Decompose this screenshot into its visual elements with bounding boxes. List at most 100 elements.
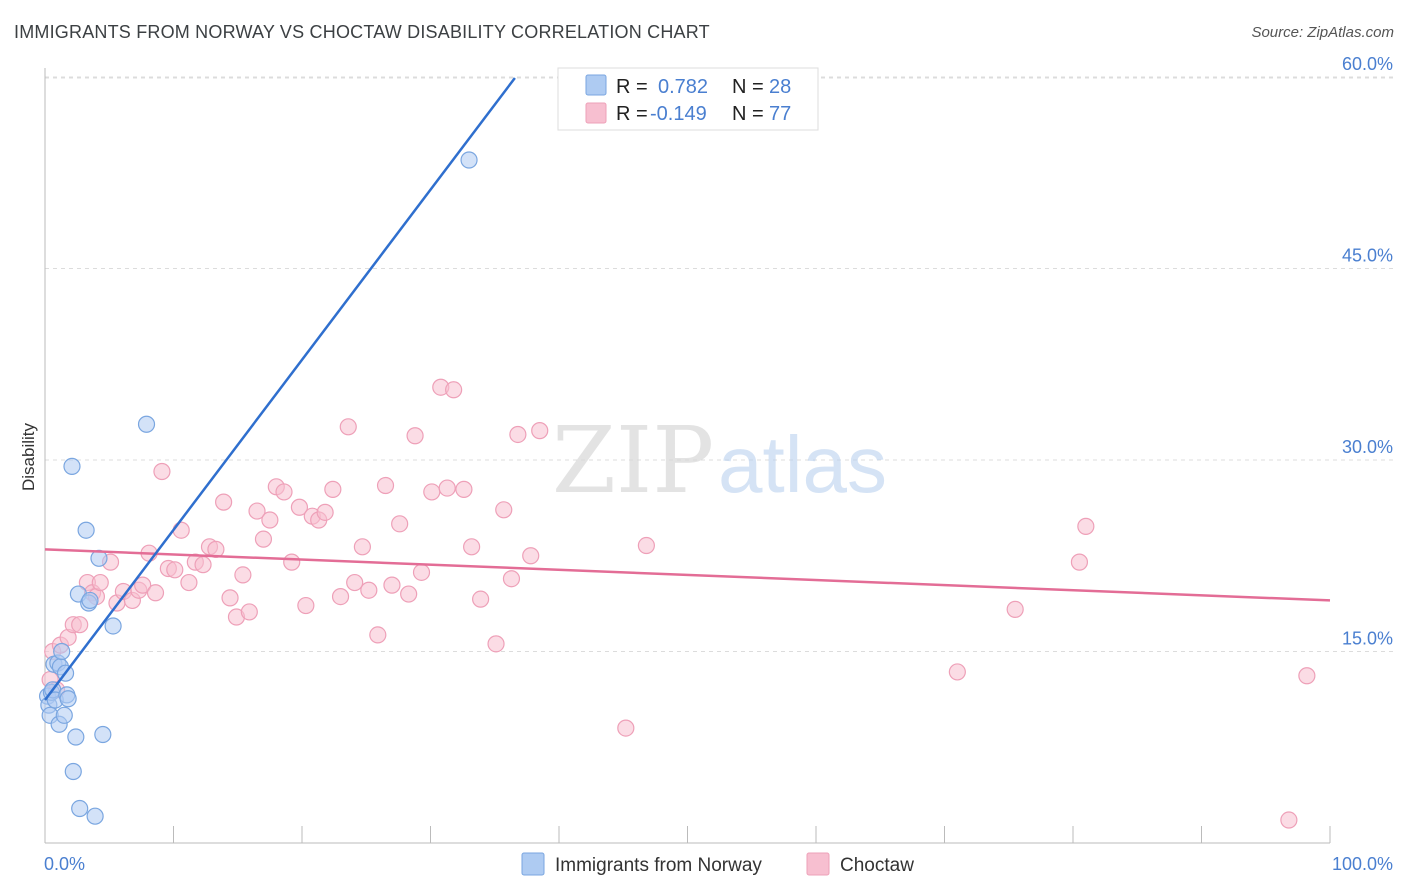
choctaw-point [134, 576, 152, 594]
y-tick-label: 60.0% [1342, 54, 1393, 74]
norway-points [38, 151, 478, 825]
norway-point [53, 642, 71, 661]
x-tick-label-max: 100.0% [1332, 854, 1393, 874]
choctaw-point [502, 570, 521, 588]
bottom-legend-swatch-choctaw [806, 852, 830, 876]
watermark-atlas: atlas [718, 420, 887, 509]
legend-r-value-choctaw: -0.149 [650, 103, 707, 125]
choctaw-point [290, 498, 309, 516]
legend-r-label-choctaw: R = [616, 103, 648, 125]
choctaw-point [324, 480, 342, 498]
choctaw-point [339, 418, 357, 436]
choctaw-point [353, 538, 371, 556]
choctaw-point [331, 588, 350, 606]
legend-n-label-norway: N = [732, 76, 764, 98]
choctaw-point [360, 581, 378, 599]
choctaw-point [215, 493, 233, 511]
legend-n-value-choctaw: 77 [769, 103, 791, 125]
choctaw-point [194, 556, 212, 574]
norway-point [137, 415, 156, 433]
choctaw-point [180, 573, 198, 592]
choctaw-trend-line [44, 548, 1331, 602]
choctaw-point [445, 381, 463, 399]
choctaw-point [153, 462, 171, 481]
choctaw-point [948, 663, 966, 681]
norway-point [86, 807, 104, 825]
norway-point [77, 521, 95, 539]
norway-point [71, 799, 89, 818]
bottom-legend-label-choctaw: Choctaw [840, 855, 914, 876]
norway-point [104, 617, 122, 635]
legend-n-label-choctaw: N = [732, 103, 764, 125]
choctaw-point [1298, 667, 1316, 685]
choctaw-point [369, 626, 387, 644]
choctaw-point [316, 503, 334, 521]
legend-swatch-norway [585, 74, 607, 96]
choctaw-point [346, 573, 364, 592]
choctaw-point [391, 515, 409, 533]
choctaw-point [254, 530, 273, 548]
x-axis-ticks [44, 826, 1331, 843]
choctaw-point [248, 502, 266, 520]
choctaw-point [166, 561, 184, 579]
choctaw-point [423, 483, 441, 501]
choctaw-point [617, 719, 635, 737]
choctaw-point [406, 427, 424, 445]
choctaw-point [146, 584, 165, 602]
y-tick-label: 30.0% [1342, 437, 1393, 457]
choctaw-point [240, 603, 258, 621]
bottom-legend-label-norway: Immigrants from Norway [555, 855, 762, 876]
choctaw-point [1006, 600, 1024, 618]
choctaw-point [283, 553, 301, 571]
source-credit: Source: ZipAtlas.com [1251, 24, 1394, 41]
bottom-legend-swatch-norway [521, 852, 545, 876]
x-tick-label-min: 0.0% [44, 854, 85, 874]
choctaw-point [1077, 517, 1095, 535]
norway-trend-line [44, 77, 516, 701]
choctaw-point [412, 563, 431, 581]
norway-point [59, 690, 77, 708]
norway-point [67, 728, 85, 746]
choctaw-point [172, 521, 190, 539]
watermark-zip: ZIP [552, 407, 714, 514]
bottom-legend: Immigrants from Norway Choctaw [521, 852, 914, 876]
choctaw-point [455, 480, 473, 498]
norway-point [94, 725, 112, 744]
norway-point [64, 762, 82, 781]
choctaw-point [463, 538, 481, 556]
norway-point [63, 457, 81, 475]
choctaw-point [221, 589, 239, 607]
choctaw-point [234, 566, 252, 584]
y-axis-title: Disability [19, 422, 38, 491]
choctaw-point [509, 425, 527, 444]
legend-n-value-norway: 28 [769, 76, 791, 98]
choctaw-point [71, 616, 89, 634]
choctaw-point [400, 585, 418, 603]
choctaw-point [522, 547, 540, 565]
legend-swatch-choctaw [585, 102, 607, 124]
legend-r-label-norway: R = [616, 76, 648, 98]
choctaw-point [487, 635, 505, 653]
y-tick-label: 15.0% [1342, 629, 1393, 649]
chart-title: IMMIGRANTS FROM NORWAY VS CHOCTAW DISABI… [14, 22, 710, 42]
norway-point [55, 706, 73, 724]
choctaw-point [91, 573, 109, 592]
norway-point [81, 591, 99, 610]
choctaw-point [261, 511, 279, 529]
y-tick-label: 45.0% [1342, 246, 1393, 266]
choctaw-point [275, 483, 293, 501]
choctaw-point [297, 596, 315, 615]
choctaw-point [376, 476, 395, 495]
choctaw-point [637, 536, 655, 555]
choctaw-point [1070, 553, 1089, 571]
choctaw-point [531, 422, 549, 440]
choctaw-point [472, 590, 490, 608]
y-axis-tick-labels: 15.0% 30.0% 45.0% 60.0% [1342, 54, 1393, 649]
legend: R = 0.782 N = 28 R = -0.149 N = 77 [557, 67, 819, 131]
choctaw-point [438, 479, 456, 497]
choctaw-point [1280, 811, 1298, 829]
norway-point [460, 151, 478, 169]
legend-r-value-norway: 0.782 [658, 76, 708, 98]
choctaw-point [383, 576, 401, 594]
